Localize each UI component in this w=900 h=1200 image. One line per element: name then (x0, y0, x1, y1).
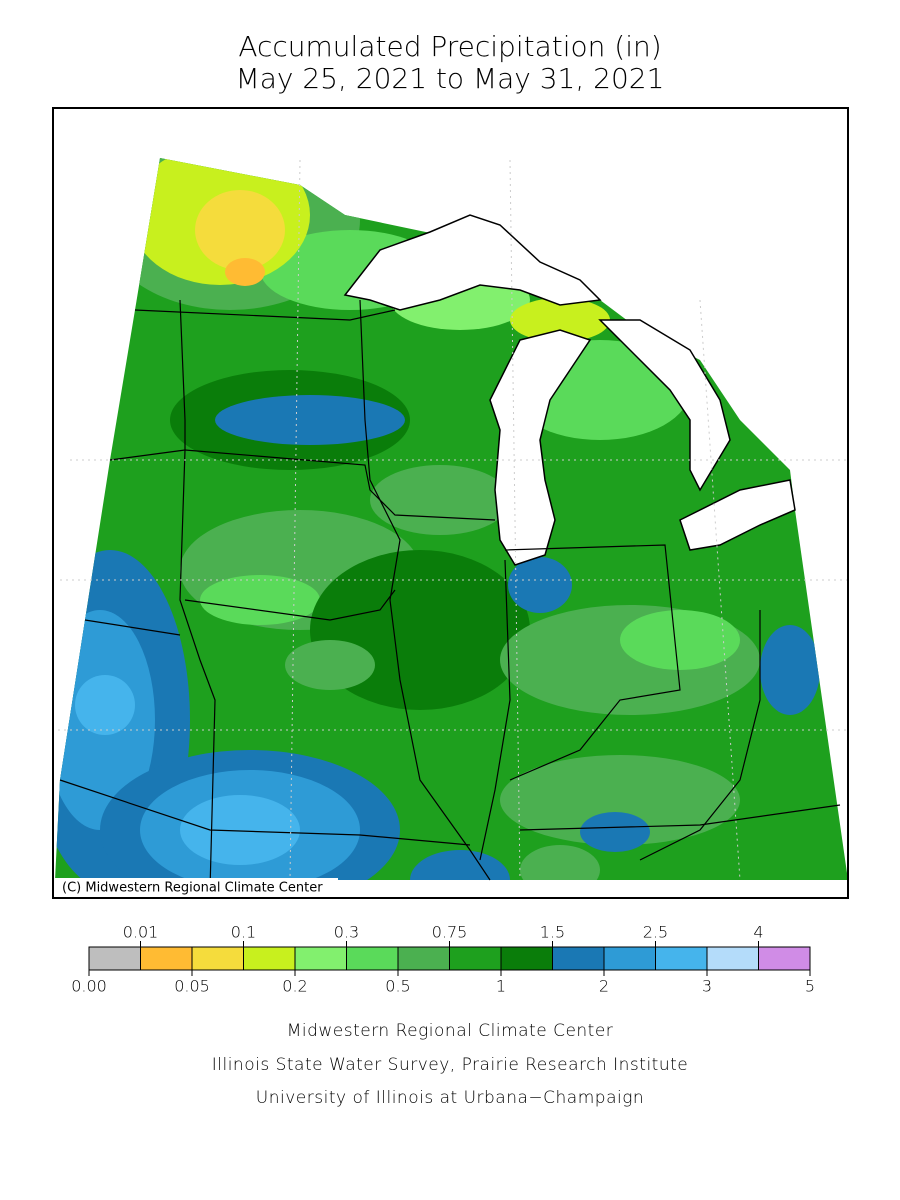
legend-swatch (243, 946, 296, 971)
legend-tick-label: 3 (702, 977, 712, 996)
legend-tick-label: 1.5 (540, 923, 565, 942)
legend-tick-label: 0.05 (174, 977, 210, 996)
legend-tick-label: 0.01 (123, 923, 159, 942)
lake-huron (598, 319, 731, 492)
lakes (343, 214, 796, 566)
lake-erie (679, 479, 796, 551)
map: (C) Midwestern Regional Climate Center (52, 107, 849, 899)
legend-tick-label: 0.00 (71, 977, 107, 996)
borders (58, 159, 848, 891)
title-line: May 25, 2021 to May 31, 2021 (236, 62, 665, 95)
legend: 0.00 0.01 0.05 0.1 0.2 0.3 0.5 0.75 1 1.5 2 2.5 3 4 5 (71, 923, 815, 996)
legend-tick-label: 0.5 (385, 977, 410, 996)
map-frame (52, 107, 849, 899)
legend-tick-label: 5 (805, 977, 815, 996)
legend-swatch (552, 946, 605, 971)
legend-tick-label: 0.1 (231, 923, 256, 942)
legend-tick-label: 0.2 (282, 977, 307, 996)
legend-tick-label: 2.5 (643, 923, 668, 942)
footer-line: Midwestern Regional Climate Center (287, 1021, 614, 1041)
legend-swatch (294, 946, 347, 971)
legend-swatch (603, 946, 656, 971)
legend-swatch (500, 946, 553, 971)
legend-tick-label: 4 (753, 923, 763, 942)
legend-swatch (191, 946, 244, 971)
legend-tick-label: 2 (599, 977, 609, 996)
title-line: Accumulated Precipitation (in) (238, 30, 661, 63)
footer-line: Illinois State Water Survey, Prairie Res… (212, 1055, 688, 1075)
footer-line: University of Illinois at Urbana−Champai… (256, 1088, 644, 1108)
credit-bg (55, 878, 338, 897)
lake-michigan (489, 329, 592, 566)
map-credit: (C) Midwestern Regional Climate Center (62, 881, 323, 896)
lake-superior (343, 214, 602, 311)
legend-swatch (655, 946, 708, 971)
legend-swatch (346, 946, 399, 971)
legend-tick-label: 0.3 (334, 923, 359, 942)
legend-tick-label: 0.75 (432, 923, 468, 942)
legend-swatch (397, 946, 450, 971)
legend-swatch (140, 946, 193, 971)
legend-swatch (88, 946, 141, 971)
legend-swatch (758, 946, 811, 971)
legend-swatch (449, 946, 502, 971)
legend-tick-label: 1 (496, 977, 506, 996)
legend-swatch (706, 946, 759, 971)
